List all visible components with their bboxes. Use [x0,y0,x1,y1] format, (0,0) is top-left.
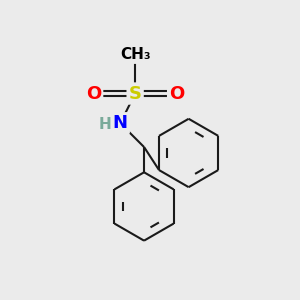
Text: O: O [86,85,101,103]
Text: O: O [169,85,184,103]
Text: CH₃: CH₃ [120,47,151,62]
Text: H: H [98,117,111,132]
Text: S: S [129,85,142,103]
Text: N: N [113,114,128,132]
